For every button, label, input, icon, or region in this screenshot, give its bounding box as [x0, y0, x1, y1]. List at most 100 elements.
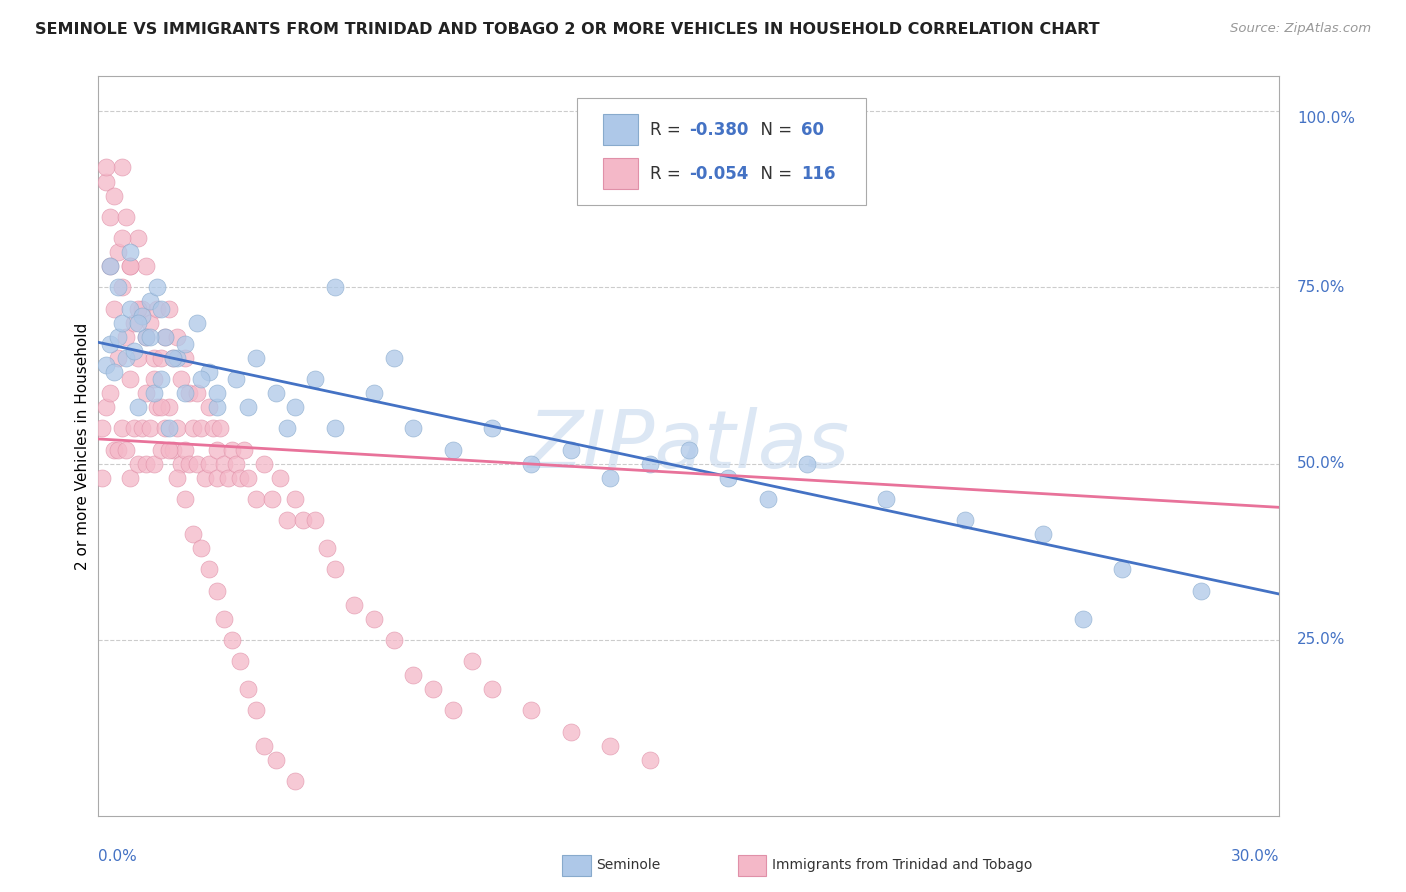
- Point: [1071, 612, 1094, 626]
- Point: [115, 329, 138, 343]
- Point: [304, 372, 326, 386]
- Point: [142, 457, 165, 471]
- Point: [107, 280, 129, 294]
- Text: SEMINOLE VS IMMIGRANTS FROM TRINIDAD AND TOBAGO 2 OR MORE VEHICLES IN HOUSEHOLD : SEMINOLE VS IMMIGRANTS FROM TRINIDAD AND…: [35, 22, 1099, 37]
- Point: [96, 175, 118, 189]
- Point: [118, 259, 141, 273]
- Point: [363, 386, 385, 401]
- Point: [276, 421, 298, 435]
- Point: [146, 301, 169, 316]
- Point: [122, 343, 145, 358]
- Point: [221, 442, 243, 457]
- Text: N =: N =: [751, 164, 797, 183]
- Point: [127, 457, 149, 471]
- Point: [131, 309, 153, 323]
- Point: [209, 421, 232, 435]
- Point: [174, 351, 197, 365]
- Point: [135, 329, 157, 343]
- Point: [599, 739, 621, 753]
- Point: [205, 401, 228, 415]
- Text: 75.0%: 75.0%: [1298, 280, 1346, 295]
- Point: [111, 316, 134, 330]
- Y-axis label: 2 or more Vehicles in Household: 2 or more Vehicles in Household: [75, 322, 90, 570]
- Point: [1111, 562, 1133, 576]
- Point: [205, 471, 228, 485]
- Point: [441, 703, 464, 717]
- Text: Seminole: Seminole: [596, 858, 661, 872]
- Point: [115, 210, 138, 224]
- Point: [638, 753, 661, 767]
- Point: [111, 161, 134, 175]
- Point: [201, 421, 224, 435]
- Point: [146, 401, 169, 415]
- Text: 0.0%: 0.0%: [98, 849, 138, 864]
- Point: [205, 442, 228, 457]
- Point: [481, 421, 503, 435]
- Point: [461, 654, 484, 668]
- FancyBboxPatch shape: [576, 98, 866, 205]
- Point: [150, 301, 173, 316]
- Point: [756, 491, 779, 506]
- Bar: [603, 114, 638, 145]
- Text: 60: 60: [801, 121, 824, 139]
- Point: [155, 329, 177, 343]
- Point: [122, 316, 145, 330]
- Point: [953, 513, 976, 527]
- Point: [138, 316, 160, 330]
- Point: [131, 301, 153, 316]
- Point: [127, 231, 149, 245]
- Text: Source: ZipAtlas.com: Source: ZipAtlas.com: [1230, 22, 1371, 36]
- Point: [111, 280, 134, 294]
- Point: [142, 386, 165, 401]
- Point: [214, 612, 236, 626]
- Point: [225, 457, 247, 471]
- Point: [382, 351, 405, 365]
- Point: [177, 457, 200, 471]
- Point: [190, 372, 212, 386]
- Point: [197, 457, 219, 471]
- Point: [181, 421, 204, 435]
- Text: 30.0%: 30.0%: [1232, 849, 1279, 864]
- Point: [142, 372, 165, 386]
- Point: [118, 471, 141, 485]
- Point: [91, 421, 114, 435]
- Point: [253, 739, 276, 753]
- Point: [205, 583, 228, 598]
- Point: [122, 421, 145, 435]
- Point: [343, 598, 366, 612]
- Point: [96, 161, 118, 175]
- Point: [98, 210, 121, 224]
- Point: [150, 372, 173, 386]
- Point: [131, 421, 153, 435]
- Point: [155, 329, 177, 343]
- Point: [150, 442, 173, 457]
- Point: [323, 562, 346, 576]
- Point: [717, 471, 740, 485]
- Point: [142, 351, 165, 365]
- Point: [166, 471, 188, 485]
- Point: [253, 457, 276, 471]
- Point: [135, 386, 157, 401]
- Point: [402, 421, 425, 435]
- Point: [304, 513, 326, 527]
- Point: [315, 541, 337, 556]
- Point: [236, 401, 259, 415]
- Point: [135, 329, 157, 343]
- Point: [186, 386, 208, 401]
- Point: [284, 491, 307, 506]
- Text: -0.054: -0.054: [689, 164, 748, 183]
- Point: [186, 457, 208, 471]
- Point: [127, 301, 149, 316]
- Point: [560, 724, 582, 739]
- Point: [481, 682, 503, 697]
- Point: [96, 401, 118, 415]
- Point: [174, 442, 197, 457]
- Point: [599, 471, 621, 485]
- Point: [638, 457, 661, 471]
- Point: [135, 259, 157, 273]
- Text: 25.0%: 25.0%: [1298, 632, 1346, 648]
- Text: -0.380: -0.380: [689, 121, 748, 139]
- Point: [98, 259, 121, 273]
- Point: [150, 351, 173, 365]
- Point: [166, 329, 188, 343]
